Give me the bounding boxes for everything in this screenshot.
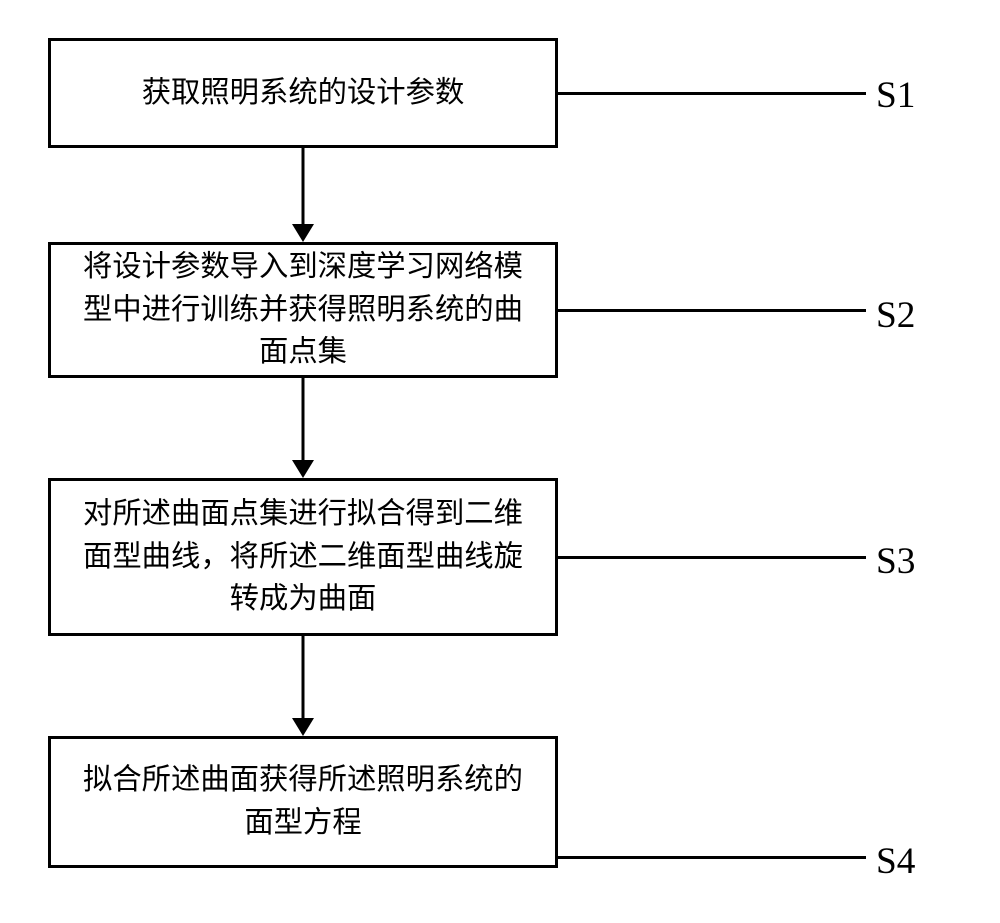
flowchart-canvas: 获取照明系统的设计参数 将设计参数导入到深度学习网络模型中进行训练并获得照明系统… — [0, 0, 1000, 923]
arrows-layer — [0, 0, 1000, 923]
